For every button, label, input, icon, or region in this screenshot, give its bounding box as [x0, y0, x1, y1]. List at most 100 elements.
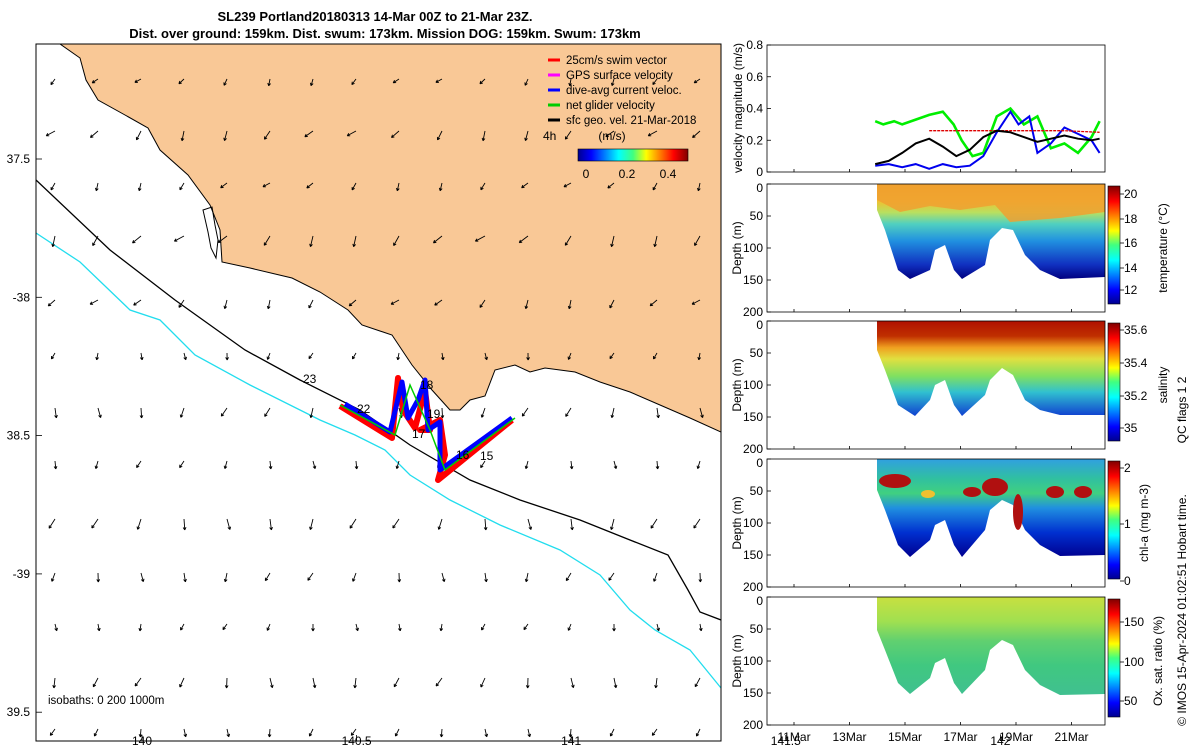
colorbar-tick-label: 35 — [1124, 421, 1138, 435]
colorbar-tick-label: 2 — [1124, 461, 1131, 475]
current-vector — [223, 78, 228, 86]
oxygen-depth-label: Depth (m) — [730, 634, 744, 687]
current-vector — [567, 623, 572, 631]
time-axis: 11Mar 13Mar 15Mar 17Mar 19Mar 21Mar — [777, 169, 1089, 744]
current-vector — [53, 460, 58, 470]
current-vector — [136, 460, 142, 469]
salinity-panel: 0 50 100 150 200 35.6 35.4 35.2 35 Depth (m) sal… — [730, 318, 1170, 456]
current-vector — [481, 130, 486, 142]
current-vector — [432, 235, 443, 244]
day-label: 17 — [412, 427, 426, 441]
speed-colorbar — [577, 148, 689, 162]
current-vector — [526, 352, 530, 361]
current-vector — [653, 572, 658, 582]
current-vector — [439, 728, 444, 738]
current-vector — [133, 299, 142, 306]
velocity-ytick-label: 0.6 — [746, 70, 763, 84]
velocity-panel: 0 0.2 0.4 0.6 0.8 velocity magnitude (m/s) — [731, 38, 1106, 179]
current-vector — [521, 407, 529, 417]
velocity-series-line — [875, 109, 1101, 170]
temperature-warm-layer — [877, 184, 1105, 222]
current-vector — [390, 299, 400, 305]
time-tick-label: 13Mar — [832, 730, 866, 744]
current-vector — [266, 623, 271, 631]
current-vector — [609, 728, 615, 737]
current-vector — [651, 728, 658, 736]
current-vector — [396, 182, 400, 192]
map-legend: 25cm/s swim vector GPS surface velocity di… — [548, 55, 696, 127]
current-vector — [137, 182, 142, 192]
current-vector — [656, 407, 660, 419]
current-vector — [523, 623, 529, 631]
legend-label: dive-avg current veloc. — [566, 85, 682, 97]
current-vector — [652, 182, 658, 191]
current-vector — [609, 299, 615, 309]
current-vector — [134, 78, 142, 83]
current-vector — [223, 299, 228, 310]
depth-tick-label: 150 — [743, 273, 763, 287]
current-vector — [226, 518, 232, 530]
current-vector — [480, 677, 486, 688]
current-vector — [352, 572, 357, 582]
current-vector — [610, 235, 615, 248]
salinity-field — [877, 321, 1105, 416]
map-ytick-label: 39.5 — [7, 705, 31, 719]
current-vector — [346, 130, 357, 137]
title-line-2: Dist. over ground: 159km. Dist. swum: 17… — [129, 26, 641, 41]
cbar-tick-0-2: 0.2 — [619, 167, 636, 181]
depth-tick-label: 200 — [743, 718, 763, 732]
depth-tick-label: 100 — [743, 378, 763, 392]
current-vector — [183, 352, 187, 361]
depth-tick-label: 100 — [743, 654, 763, 668]
current-vector — [527, 728, 532, 738]
credit-label: © IMOS 15-Apr-2024 01:02:51 Hobart time. — [1175, 494, 1189, 726]
chla-label: chl-a (mg m-3) — [1137, 484, 1151, 562]
depth-tick-label: 100 — [743, 516, 763, 530]
colorbar-tick-label: 1 — [1124, 517, 1131, 531]
current-vector — [396, 352, 400, 361]
current-vector — [398, 623, 402, 632]
depth-tick-label: 200 — [743, 580, 763, 594]
current-vector — [220, 182, 228, 189]
current-vector — [438, 182, 443, 192]
map-ytick-label: -38 — [13, 290, 31, 304]
depth-tick-label: 150 — [743, 410, 763, 424]
current-vector — [653, 352, 658, 360]
chla-colorbar — [1107, 460, 1121, 580]
current-vector — [93, 728, 99, 737]
velocity-ytick-label: 0 — [756, 165, 763, 179]
temperature-ticks: 0 50 100 150 200 20 18 16 14 12 — [743, 181, 1138, 319]
current-vector — [691, 299, 701, 305]
current-vector — [484, 352, 488, 361]
depth-tick-label: 50 — [750, 346, 764, 360]
current-vector — [89, 299, 99, 305]
current-vector — [479, 299, 486, 308]
current-vector — [435, 78, 443, 83]
chla-maxima — [879, 474, 1092, 530]
current-vector — [653, 235, 658, 248]
current-vector — [569, 460, 574, 470]
depth-tick-label: 150 — [743, 548, 763, 562]
current-vector — [226, 728, 231, 738]
coastline — [59, 44, 721, 433]
current-vector — [655, 460, 660, 470]
current-vector — [696, 460, 701, 469]
current-vector — [306, 182, 314, 189]
current-vector — [567, 299, 572, 310]
map-ytick-label: -39 — [13, 567, 31, 581]
map-ytick-label: 38.5 — [7, 429, 31, 443]
qc-flags-label: QC flags 1 2 — [1175, 376, 1189, 443]
current-vector — [612, 623, 616, 632]
current-vector — [269, 677, 274, 689]
legend-label: 25cm/s swim vector — [566, 55, 667, 67]
current-vector — [524, 130, 529, 141]
velocity-ticks: 0 0.2 0.4 0.6 0.8 — [746, 38, 771, 179]
current-vector — [97, 407, 102, 418]
current-vector — [698, 572, 703, 583]
current-vector — [565, 572, 572, 582]
current-vector — [92, 677, 99, 688]
current-vector — [223, 130, 228, 141]
current-vector — [348, 299, 357, 307]
current-vector — [693, 78, 701, 84]
current-vector — [224, 677, 229, 689]
